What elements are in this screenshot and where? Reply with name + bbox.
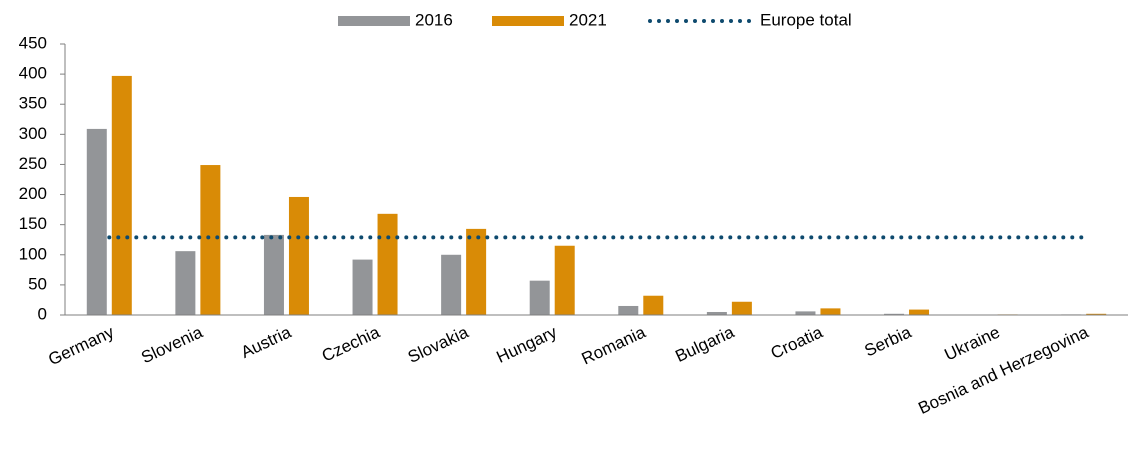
y-tick-label: 300: [19, 124, 47, 143]
y-tick-label: 450: [19, 33, 47, 52]
bar: [884, 313, 905, 315]
legend-swatch: [492, 16, 564, 26]
x-tick-label: Slovenia: [138, 322, 206, 367]
bar: [377, 213, 398, 315]
x-tick-label: Croatia: [768, 322, 826, 363]
x-tick-label: Austria: [238, 322, 294, 362]
bar: [86, 128, 107, 315]
bar: [441, 254, 462, 315]
bar: [820, 308, 841, 315]
bar: [618, 305, 639, 315]
bar: [175, 251, 196, 315]
y-tick-label: 250: [19, 154, 47, 173]
x-tick-label: Bosnia and Herzegovina: [915, 322, 1091, 418]
bar: [706, 311, 727, 315]
y-tick-label: 50: [28, 274, 47, 293]
x-tick-label: Slovakia: [405, 322, 472, 367]
bar: [643, 295, 664, 315]
y-tick-label: 150: [19, 214, 47, 233]
x-tick-label: Ukraine: [942, 322, 1003, 364]
legend-swatch: [338, 16, 410, 26]
y-tick-label: 100: [19, 244, 47, 263]
bar: [554, 245, 575, 315]
bar: [200, 165, 221, 315]
y-tick-label: 0: [38, 304, 47, 323]
x-tick-label: Hungary: [494, 322, 561, 367]
bar: [1086, 313, 1107, 315]
legend-label: Europe total: [760, 10, 852, 29]
x-tick-label: Czechia: [319, 322, 383, 365]
legend-label: 2016: [415, 10, 453, 29]
bar: [731, 301, 752, 315]
y-tick-label: 200: [19, 184, 47, 203]
bar: [263, 234, 284, 315]
bar: [795, 311, 816, 315]
bar: [909, 309, 930, 315]
x-tick-label: Germany: [45, 322, 117, 369]
bar: [111, 75, 132, 315]
bar: [352, 259, 373, 315]
legend-label: 2021: [569, 10, 607, 29]
y-tick-label: 400: [19, 64, 47, 83]
bar: [529, 280, 550, 315]
bar: [288, 196, 309, 315]
y-tick-label: 350: [19, 94, 47, 113]
bar: [466, 228, 487, 315]
x-tick-label: Romania: [579, 322, 649, 368]
x-tick-label: Bulgaria: [672, 322, 737, 366]
x-tick-label: Serbia: [862, 322, 915, 360]
